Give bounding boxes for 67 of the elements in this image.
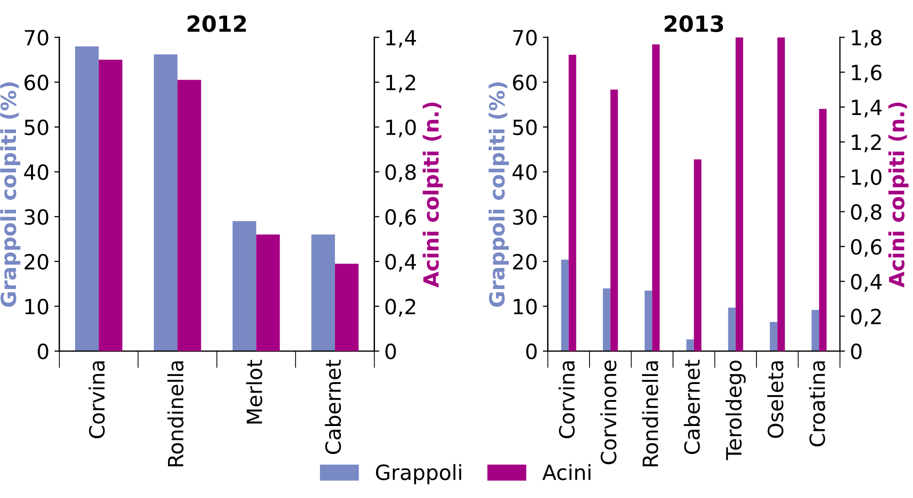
y2-tick-label: 0,6 [851,238,882,257]
y2-tick-label: 0,2 [851,308,881,327]
y2-tick-label: 0 [385,344,396,360]
bar [736,37,744,352]
y2-tick-label: 1,8 [852,30,882,48]
bar [644,290,652,352]
y2-tick-label: 0,8 [385,164,416,182]
bar [602,288,610,352]
x-tick-label: Croatina [809,361,826,446]
x-tick-label: Rondinella [642,361,658,466]
y2-tick-label: 0,2 [385,298,416,317]
x-tick-label: Teroldego [726,360,746,460]
bar [568,54,576,352]
y2-tick-label: 0,8 [851,204,882,222]
bar [561,260,569,352]
y-tick-label: 60 [513,74,537,90]
y2-tick-label: 1,2 [386,74,416,93]
y-tick-label: 20 [24,254,48,270]
x-tick-label: Corvinone [600,360,616,464]
x-tick-label: Rondinella [167,361,184,466]
bar [728,308,736,352]
chart-title: 2013 [664,15,724,32]
y2-axis-title: Acini colpiti (n.) [422,102,443,288]
y-tick-label: 30 [513,209,537,225]
x-tick-label: Corvina [558,361,575,438]
bar [652,44,660,352]
bar [686,339,694,352]
y2-tick-label: 1,4 [852,100,882,118]
y-tick-label: 0 [526,344,537,360]
bar [694,159,702,352]
y-tick-label: 50 [513,119,537,136]
y-tick-label: 70 [513,30,537,46]
y-tick-label: 10 [514,298,537,314]
y2-axis-title: Acini colpiti (n.) [888,102,909,288]
y-tick-label: 70 [24,30,48,46]
y-axis-title: Grappoli colpiti (%) [488,82,509,307]
y-tick-label: 40 [512,164,537,180]
y2-tick-label: 1,2 [852,134,881,152]
bar [819,108,827,352]
y-tick-label: 40 [24,164,48,180]
y2-tick-label: 0,4 [851,274,882,292]
y2-tick-label: 1,6 [852,64,882,83]
legend-label: Grappoli [376,464,462,484]
chart-title: 2012 [188,15,246,32]
y2-tick-label: 1,0 [386,119,416,138]
y2-tick-label: 0,6 [385,209,416,227]
bar [812,310,820,352]
y-tick-label: 20 [513,254,537,270]
bar [610,90,618,352]
y2-tick-label: 1,0 [852,169,882,188]
y2-tick-label: 1,4 [386,30,416,48]
x-tick-label: Oseleta [767,361,784,438]
y-tick-label: 30 [24,209,48,225]
legend-label: Acini [542,464,590,480]
y2-tick-label: 0 [851,344,862,360]
y-tick-label: 50 [24,119,48,136]
x-tick-label: Corvina [88,361,105,438]
y-tick-label: 10 [25,298,48,314]
x-tick-label: Cabernet [324,360,341,454]
x-tick-label: Cabernet [684,360,700,454]
y-axis-title: Grappoli colpiti (%) [0,82,20,307]
bar [777,37,785,352]
y2-tick-label: 0,4 [385,254,416,272]
y-tick-label: 0 [38,344,48,360]
x-tick-label: Merlot [246,360,262,424]
y-tick-label: 60 [24,74,48,90]
bar [770,322,778,352]
